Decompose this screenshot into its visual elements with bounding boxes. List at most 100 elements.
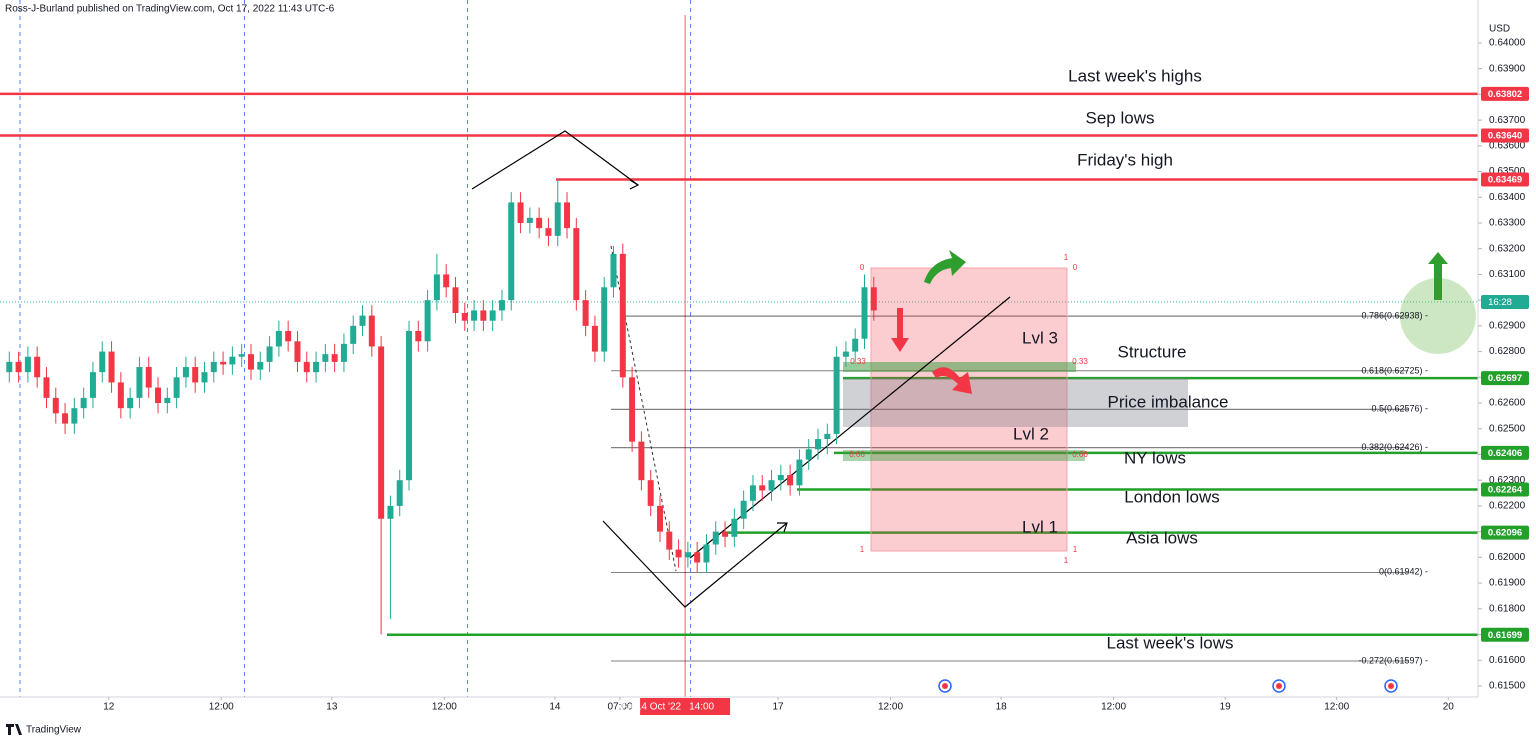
- candle-body: [34, 356, 41, 378]
- candle-body: [350, 325, 357, 344]
- header: Ross-J-Burland published on TradingView.…: [5, 4, 335, 15]
- candle-body: [257, 361, 264, 370]
- y-tick-label: 0.63700: [1489, 115, 1526, 126]
- candle-body: [182, 367, 189, 378]
- candle-body: [127, 397, 134, 409]
- candle-body: [517, 202, 524, 223]
- candle-body: [842, 351, 849, 357]
- box-label: 0.33: [850, 357, 866, 366]
- box-label: 0.66: [1072, 450, 1088, 459]
- level-note: NY lows: [1124, 448, 1186, 467]
- candle-body: [629, 377, 636, 442]
- curved-up-arrow: [924, 250, 966, 284]
- candle-body: [145, 367, 152, 388]
- y-tick-label: 0.63900: [1489, 63, 1526, 74]
- candle-body: [852, 338, 859, 352]
- down-arrow: [891, 308, 909, 352]
- y-tick-label: 0.63100: [1489, 269, 1526, 280]
- candle-body: [759, 485, 766, 491]
- x-tick-label: 12: [103, 702, 115, 713]
- x-tick-label: 19: [1220, 702, 1232, 713]
- candle-body: [80, 397, 87, 409]
- candle-body: [331, 354, 338, 362]
- price-tag-label: 0.61699: [1488, 630, 1522, 641]
- candle-body: [712, 531, 719, 545]
- candle-body: [870, 287, 877, 311]
- x-tick-label: 12:00: [878, 702, 903, 713]
- candle-body: [796, 459, 803, 486]
- candle-body: [861, 287, 868, 339]
- event-icon-core: [1276, 683, 1282, 689]
- candle-body: [210, 361, 217, 373]
- price-tag: [1481, 525, 1529, 540]
- candle-body: [684, 552, 691, 558]
- candle-body: [62, 413, 69, 424]
- candle-body: [117, 382, 124, 409]
- candle-body: [536, 217, 543, 229]
- x-tick-label: 12:00: [432, 702, 457, 713]
- candle-body: [461, 313, 468, 321]
- price-tag-label: 0.62264: [1488, 484, 1523, 495]
- y-tick-label: 0.61900: [1489, 578, 1526, 589]
- fib-label: 0.5(0.62576) -: [1371, 404, 1428, 414]
- y-tick-label: 0.62300: [1489, 475, 1526, 486]
- x-tick-label: 17: [772, 702, 784, 713]
- candle-body: [656, 505, 663, 532]
- level-note: Last week's highs: [1068, 66, 1202, 85]
- candle-body: [582, 300, 589, 326]
- candle-body: [378, 346, 385, 519]
- y-tick-label: 0.62800: [1489, 346, 1526, 357]
- candle-body: [433, 274, 440, 301]
- x-tick-label: 13: [326, 702, 338, 713]
- x-tick-label: 12:00: [209, 702, 234, 713]
- crosshair-time: 14:00: [689, 702, 714, 713]
- candle-body: [452, 287, 459, 314]
- candle-body: [285, 331, 292, 342]
- candle-body: [313, 361, 320, 373]
- annotation: Lvl 2: [1013, 424, 1049, 443]
- price-tag: [1481, 86, 1529, 101]
- y-tick-label: 0.64000: [1489, 38, 1526, 49]
- candle-body: [136, 367, 143, 398]
- candle-body: [247, 354, 254, 370]
- candle-body: [768, 480, 775, 491]
- candle-body: [15, 361, 22, 373]
- annotation: Lvl 1: [1022, 517, 1058, 536]
- y-tick-label: 0.62600: [1489, 398, 1526, 409]
- x-tick-label: 12:00: [1324, 702, 1349, 713]
- candle-body: [824, 433, 831, 440]
- x-axis-area: [0, 697, 1478, 742]
- candle-body: [573, 228, 580, 301]
- price-tag-label: 0.63640: [1488, 131, 1522, 142]
- candle-body: [396, 480, 403, 506]
- y-tick-label: 0.63200: [1489, 243, 1526, 254]
- candle-body: [24, 356, 31, 373]
- fib-label: -0.272(0.61597) -: [1358, 655, 1428, 665]
- y-tick-label: 0.63400: [1489, 192, 1526, 203]
- crosshair-label: Fri 14 Oct '22: [621, 702, 681, 713]
- price-tag: [1481, 482, 1529, 497]
- candle-body: [740, 500, 747, 519]
- candle-body: [749, 485, 756, 501]
- background-layer: [0, 0, 1478, 697]
- candle-body: [387, 505, 394, 519]
- candle-body: [601, 287, 608, 352]
- candle-body: [266, 346, 273, 362]
- candle-body: [471, 310, 478, 321]
- price-tag-label: 0.62697: [1488, 373, 1522, 384]
- y-tick-label: 0.61600: [1489, 655, 1526, 666]
- candle-body: [71, 408, 78, 424]
- box-label: 1: [1064, 253, 1069, 262]
- box-label: 1: [1064, 556, 1069, 565]
- box-label: 0.33: [1072, 357, 1088, 366]
- y-axis-area: [1478, 0, 1536, 742]
- price-tag-label: 0.63802: [1488, 89, 1522, 100]
- zone-lvl2: [843, 450, 1085, 461]
- candle-body: [424, 300, 431, 342]
- y-tick-label: 0.63300: [1489, 218, 1526, 229]
- candle-body: [415, 331, 422, 342]
- arrow-head: [629, 179, 640, 190]
- price-tag-label: 0.62096: [1488, 528, 1522, 539]
